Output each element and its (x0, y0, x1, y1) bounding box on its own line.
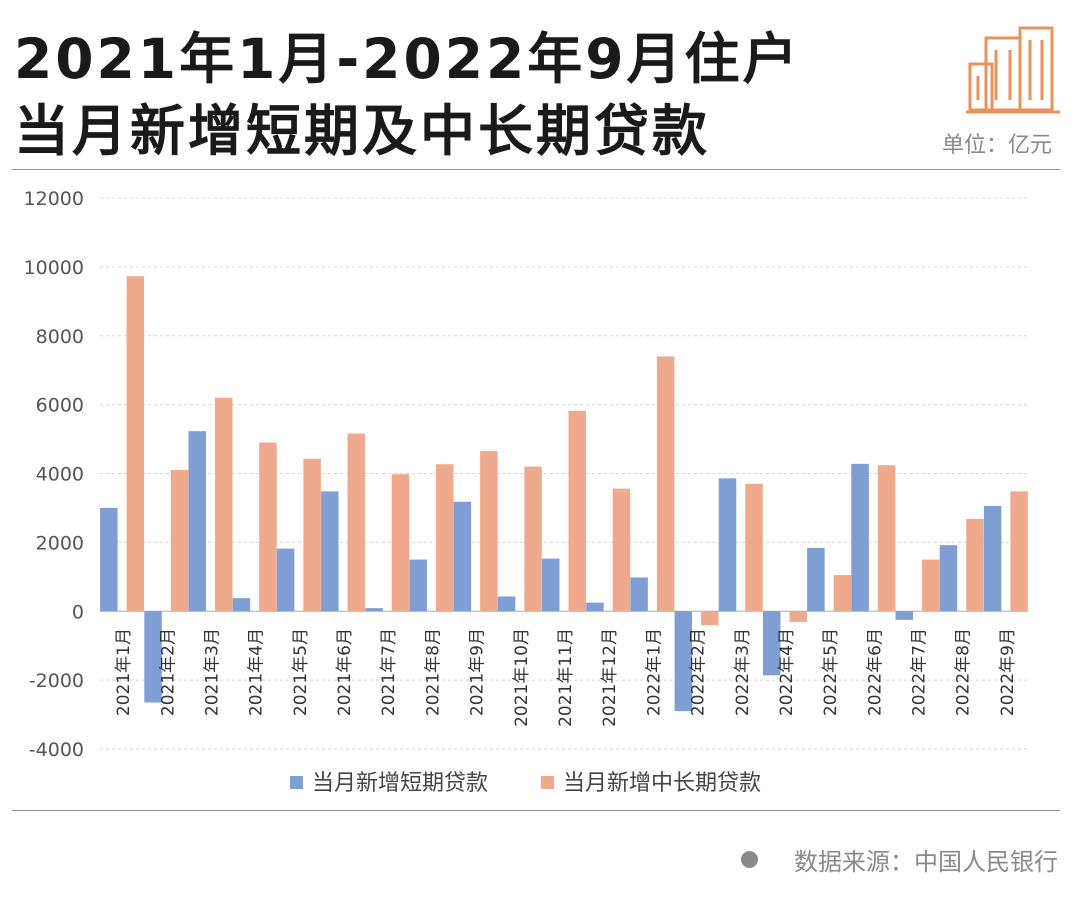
x-tick-label: 2021年9月 (468, 628, 488, 716)
long-term-bar (1010, 491, 1028, 612)
short-term-bar (895, 611, 914, 620)
unit-label: 单位：亿元 (941, 133, 1052, 158)
long-term-bar (877, 465, 896, 612)
y-tick-label: 10000 (24, 257, 84, 279)
long-term-bar (391, 474, 410, 612)
bar-chart: -4000 -2000 0 2000 4000 6000 8000 10000 12000 20… (24, 188, 1028, 796)
short-term-bar (409, 559, 427, 612)
buildings-icon (966, 26, 1060, 114)
short-term-bar (807, 547, 825, 612)
x-tick-label: 2022年8月 (954, 628, 974, 716)
short-term-bar (321, 491, 339, 612)
short-term-bar (232, 598, 251, 612)
x-tick-label: 2022年9月 (998, 628, 1018, 716)
short-term-bar (365, 608, 383, 612)
long-term-bar (833, 575, 852, 612)
footer-divider (12, 810, 1060, 811)
short-term-bar (144, 611, 162, 703)
x-tick-label: 2021年3月 (202, 628, 222, 716)
legend-swatch (290, 776, 303, 789)
short-term-bar (497, 596, 516, 612)
y-tick-label: 0 (72, 601, 84, 623)
short-term-bar (630, 577, 648, 612)
short-term-bar (276, 548, 295, 612)
x-tick-label: 2021年7月 (379, 628, 399, 716)
source-note: 数据来源：中国人民银行 (741, 842, 1058, 877)
long-term-bar (435, 464, 454, 612)
long-term-bar (480, 451, 498, 612)
x-tick-label: 2022年2月 (689, 628, 709, 716)
short-term-bar (542, 558, 560, 612)
x-tick-label: 2022年5月 (821, 628, 841, 716)
x-tick-label: 2021年6月 (335, 628, 355, 716)
x-tick-label: 2021年5月 (291, 628, 311, 716)
x-tick-label: 2021年12月 (600, 628, 620, 727)
y-tick-label: -2000 (29, 670, 84, 692)
legend-swatch (541, 776, 554, 789)
short-term-bar (851, 463, 869, 612)
legend: 当月新增短期贷款 当月新增中长期贷款 (290, 771, 761, 796)
long-term-bar (524, 466, 542, 612)
y-tick-label: 12000 (24, 188, 84, 210)
long-term-bar (214, 397, 233, 612)
long-term-bar (922, 559, 940, 612)
x-tick-label: 2022年6月 (865, 628, 885, 716)
x-tick-label: 2021年1月 (114, 628, 134, 716)
y-tick-label: 2000 (36, 532, 84, 554)
x-tick-label: 2022年1月 (644, 628, 664, 716)
long-term-bar (745, 483, 763, 612)
short-term-bar (188, 431, 206, 612)
long-term-bar (656, 356, 675, 612)
bars (100, 276, 1028, 712)
x-tick-label: 2021年10月 (512, 628, 532, 727)
x-tick-label: 2022年4月 (777, 628, 797, 716)
y-tick-label: 8000 (36, 326, 84, 348)
page-title-line-2: 当月新增短期及中长期贷款 (14, 99, 711, 163)
grid-lines (100, 197, 1028, 750)
source-text: 数据来源：中国人民银行 (794, 848, 1058, 876)
long-term-bar (568, 410, 586, 612)
short-term-bar (674, 611, 693, 712)
short-term-bar (939, 545, 958, 612)
x-tick-label: 2022年7月 (910, 628, 930, 716)
long-term-bar (966, 518, 984, 612)
short-term-bar (718, 478, 737, 612)
page-title-line-1: 2021年1月-2022年9月住户 (14, 27, 801, 91)
short-term-bar (453, 501, 472, 612)
y-axis-ticks: -4000 -2000 0 2000 4000 6000 8000 10000 12000 (24, 188, 84, 761)
x-tick-label: 2021年4月 (247, 628, 267, 716)
x-tick-label: 2021年11月 (556, 628, 576, 727)
long-term-bar (789, 611, 807, 622)
long-term-bar (612, 488, 631, 612)
long-term-bar (701, 611, 719, 626)
x-tick-label: 2022年3月 (733, 628, 753, 716)
x-tick-label: 2021年8月 (423, 628, 443, 716)
long-term-bar (259, 442, 277, 612)
legend-label: 当月新增短期贷款 (312, 771, 488, 796)
short-term-bar (586, 602, 604, 612)
header-divider (12, 169, 1060, 170)
long-term-bar (170, 470, 189, 612)
y-tick-label: 4000 (36, 464, 84, 486)
x-tick-label: 2021年2月 (158, 628, 178, 716)
x-axis-labels: 2021年1月 2021年2月 2021年3月 2021年4月 2021年5月 2021年… (114, 628, 1018, 727)
bullet-dot-icon (741, 851, 758, 868)
short-term-bar (762, 611, 781, 676)
short-term-bar (100, 507, 118, 612)
short-term-bar (983, 505, 1002, 612)
long-term-bar (126, 276, 145, 612)
long-term-bar (303, 458, 321, 612)
y-tick-label: 6000 (36, 395, 84, 417)
legend-label: 当月新增中长期贷款 (563, 771, 761, 796)
y-tick-label: -4000 (29, 739, 84, 761)
long-term-bar (347, 433, 366, 612)
